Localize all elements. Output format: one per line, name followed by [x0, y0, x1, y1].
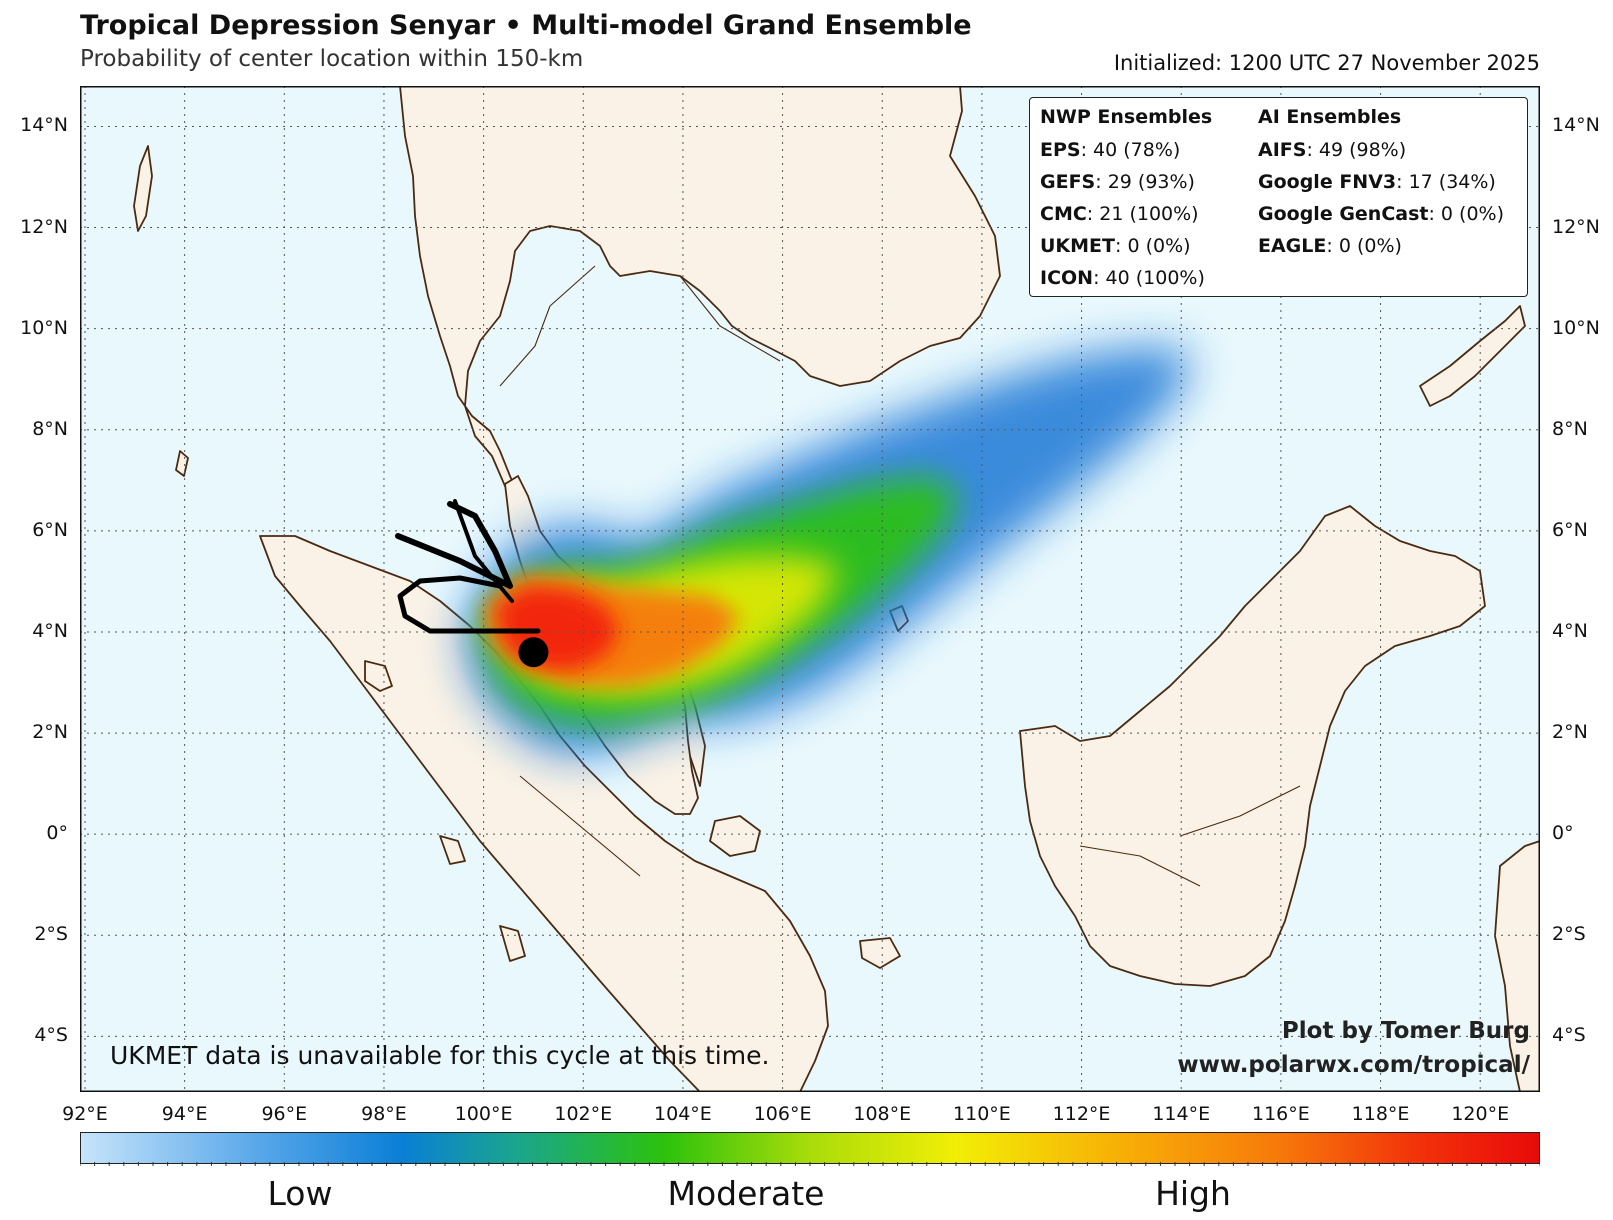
andaman-islands: [133, 145, 153, 232]
lat-label-right: 6°N: [1552, 518, 1588, 541]
lon-label: 102°E: [554, 1103, 613, 1125]
nias-island: [364, 660, 393, 692]
nwp-column: NWP Ensembles EPS: 40 (78%) GEFS: 29 (93%…: [1040, 106, 1212, 296]
lat-label-left: 2°N: [32, 721, 68, 744]
nwp-model-name: CMC: [1040, 203, 1087, 225]
ai-model-count: : 0 (0%): [1326, 235, 1402, 257]
ai-model-count: : 0 (0%): [1428, 203, 1505, 225]
lat-label-left: 14°N: [20, 114, 68, 137]
map-frame: [80, 86, 1540, 1092]
ai-row: EAGLE: 0 (0%): [1258, 232, 1504, 264]
lon-label: 104°E: [654, 1103, 712, 1125]
ensemble-legend: NWP Ensembles EPS: 40 (78%) GEFS: 29 (93%…: [1029, 97, 1528, 297]
nwp-model-count: : 0 (0%): [1115, 235, 1191, 257]
map-subtitle: Probability of center location within 15…: [80, 46, 584, 72]
lon-label: 106°E: [753, 1103, 812, 1125]
ai-column: AI Ensembles AIFS: 49 (98%) Google FNV3: …: [1258, 106, 1504, 264]
lat-label-right: 4°N: [1552, 619, 1588, 642]
lat-label-right: 4°S: [1552, 1024, 1586, 1047]
lat-label-left: 6°N: [32, 518, 68, 541]
nwp-model-name: UKMET: [1040, 235, 1115, 257]
belitung-island: [859, 937, 901, 969]
storm-center-marker: [518, 637, 549, 668]
credit-author: Plot by Tomer Burg: [1281, 1018, 1530, 1044]
ai-model-count: : 49 (98%): [1306, 139, 1407, 161]
ukmet-note: UKMET data is unavailable for this cycle…: [110, 1041, 770, 1070]
ai-header: AI Ensembles: [1258, 106, 1402, 128]
lon-label: 114°E: [1152, 1103, 1211, 1125]
lat-label-right: 10°N: [1552, 316, 1600, 339]
lon-label: 108°E: [853, 1103, 912, 1125]
lat-label-left: 0°: [46, 822, 68, 845]
lat-label-right: 14°N: [1552, 114, 1600, 137]
nwp-row: UKMET: 0 (0%): [1040, 232, 1212, 264]
initialized-time: Initialized: 1200 UTC 27 November 2025: [1113, 51, 1540, 75]
ai-model-name: Google FNV3: [1258, 171, 1397, 193]
lat-label-left: 12°N: [20, 215, 68, 238]
track-arrow-2: [453, 499, 514, 603]
ai-row: Google FNV3: 17 (34%): [1258, 168, 1504, 200]
ai-row: Google GenCast: 0 (0%): [1258, 200, 1504, 232]
palawan: [1419, 305, 1526, 407]
lat-label-left: 4°N: [32, 619, 68, 642]
nwp-row: GEFS: 29 (93%): [1040, 168, 1212, 200]
colorbar-label-high: High: [1155, 1174, 1231, 1213]
ai-model-count: : 17 (34%): [1396, 171, 1496, 193]
colorbar: [80, 1132, 1540, 1164]
track-line: [397, 575, 541, 634]
lat-label-right: 0°: [1552, 822, 1574, 845]
lat-label-left: 8°N: [32, 417, 68, 440]
ai-model-name: EAGLE: [1258, 235, 1327, 257]
bangka-island: [709, 815, 761, 857]
nwp-model-count: : 21 (100%): [1086, 203, 1199, 225]
lat-label-left: 4°S: [34, 1024, 68, 1047]
nwp-model-count: : 40 (100%): [1093, 267, 1205, 289]
lon-label: 110°E: [953, 1103, 1011, 1125]
lon-label: 116°E: [1251, 1103, 1310, 1125]
nwp-model-name: GEFS: [1040, 171, 1096, 193]
nwp-row: EPS: 40 (78%): [1040, 136, 1212, 168]
credit-url: www.polarwx.com/tropical/: [1177, 1052, 1530, 1078]
borders: [499, 265, 1301, 887]
indochina-landmass: [399, 86, 1001, 787]
ai-model-name: Google GenCast: [1258, 203, 1429, 225]
lat-label-right: 2°N: [1552, 721, 1588, 744]
colorbar-label-low: Low: [267, 1174, 333, 1213]
colorbar-label-moderate: Moderate: [667, 1174, 825, 1213]
mentawai-island: [439, 835, 466, 865]
lat-label-right: 8°N: [1552, 417, 1588, 440]
lat-label-right: 2°S: [1552, 923, 1586, 946]
lon-label: 112°E: [1052, 1103, 1111, 1125]
lon-label: 100°E: [454, 1103, 513, 1125]
map-title: Tropical Depression Senyar • Multi-model…: [80, 10, 972, 41]
lat-label-right: 12°N: [1552, 215, 1600, 238]
lon-label: 94°E: [161, 1103, 208, 1125]
lon-label: 98°E: [361, 1103, 407, 1125]
lon-label: 96°E: [261, 1103, 308, 1125]
nwp-model-count: : 40 (78%): [1080, 139, 1181, 161]
nwp-header: NWP Ensembles: [1040, 106, 1213, 128]
borneo: [1019, 505, 1486, 987]
ai-row: AIFS: 49 (98%): [1258, 136, 1504, 168]
lon-label: 92°E: [62, 1103, 108, 1125]
storm-track: [395, 499, 541, 634]
nwp-model-name: EPS: [1040, 139, 1081, 161]
lat-label-left: 2°S: [34, 923, 68, 946]
lon-label: 118°E: [1351, 1103, 1410, 1125]
nwp-model-name: ICON: [1040, 267, 1094, 289]
track-arrow: [395, 501, 513, 589]
graticule: [80, 86, 1540, 1092]
nwp-model-count: : 29 (93%): [1095, 171, 1195, 193]
mentawai-island-2: [499, 925, 526, 962]
lat-label-left: 10°N: [20, 316, 68, 339]
nwp-row: CMC: 21 (100%): [1040, 200, 1212, 232]
colorbar-ticks: [80, 1162, 1540, 1166]
nwp-row: ICON: 40 (100%): [1040, 264, 1212, 296]
lon-label: 120°E: [1451, 1103, 1510, 1125]
ai-model-name: AIFS: [1258, 139, 1307, 161]
sulawesi: [1494, 840, 1540, 1092]
